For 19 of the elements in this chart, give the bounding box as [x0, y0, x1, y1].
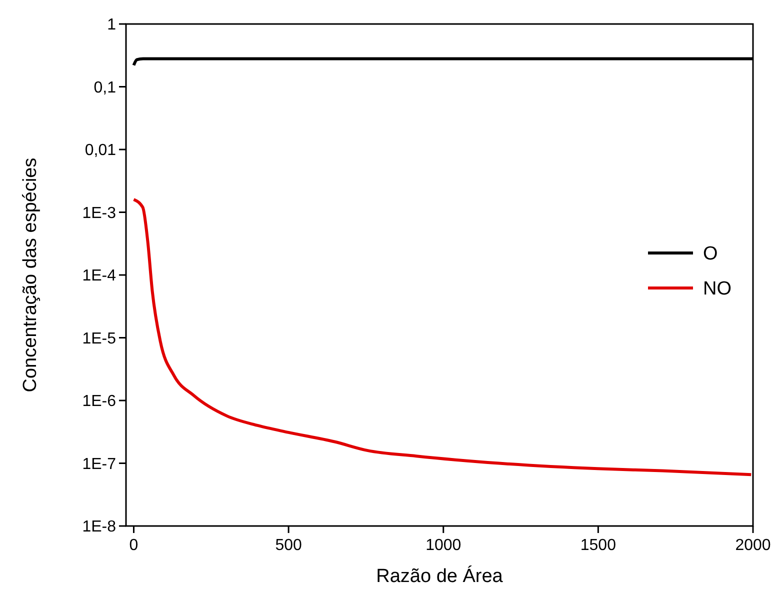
y-tick-label: 1E-8	[82, 518, 116, 536]
y-tick-label: 0,1	[94, 79, 116, 96]
x-tick-label: 500	[275, 537, 302, 554]
x-tick-label: 2000	[735, 537, 771, 554]
legend-label: NO	[703, 278, 732, 300]
line-series	[132, 198, 753, 476]
y-tick-label: 1E-3	[82, 204, 116, 222]
y-tick-label: 1E-4	[82, 268, 116, 285]
x-tick-label: 1000	[426, 537, 462, 554]
y-tick-label: 1E-5	[82, 330, 116, 348]
y-tick-label: 0,01	[84, 142, 116, 160]
y-tick-label: 1E-7	[82, 456, 116, 473]
x-tick-label: 1500	[580, 537, 616, 554]
y-tick-label: 1E-6	[82, 393, 116, 410]
x-axis-title: Razão de Área	[376, 565, 504, 587]
y-tick-label: 1	[107, 16, 116, 34]
legend-label: O	[703, 244, 718, 265]
x-tick-label: 0	[129, 537, 138, 554]
y-axis-title: Concentração das espécies	[20, 158, 41, 392]
